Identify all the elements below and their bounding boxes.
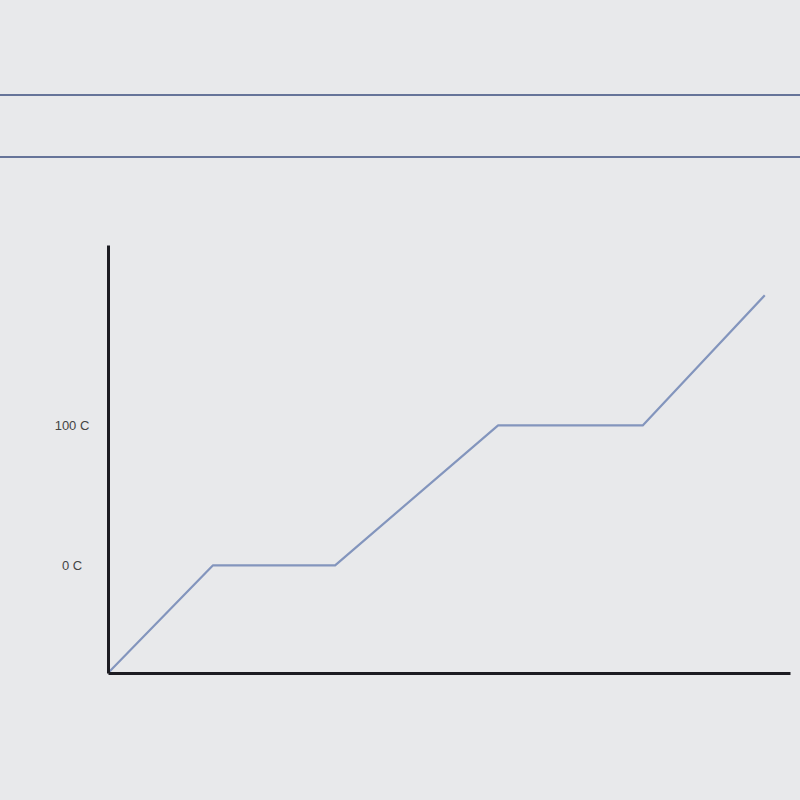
y-tick-label: 100 C [55,418,90,433]
plot: 0 C 100 C [55,246,791,674]
chart: 0 C 100 C [0,0,800,800]
line [108,295,765,673]
background [0,0,800,800]
x-axis [109,673,791,674]
y-tick-label: 0 C [62,558,82,573]
x-axis-line [109,672,791,675]
y-tick: 100 C [55,418,108,433]
y-axis: 0 C 100 C [55,246,109,674]
y-axis-line [107,246,110,674]
screen-rule [0,156,800,158]
screen-rule [0,94,800,96]
series-group [108,295,765,673]
y-tick: 0 C [62,558,108,573]
